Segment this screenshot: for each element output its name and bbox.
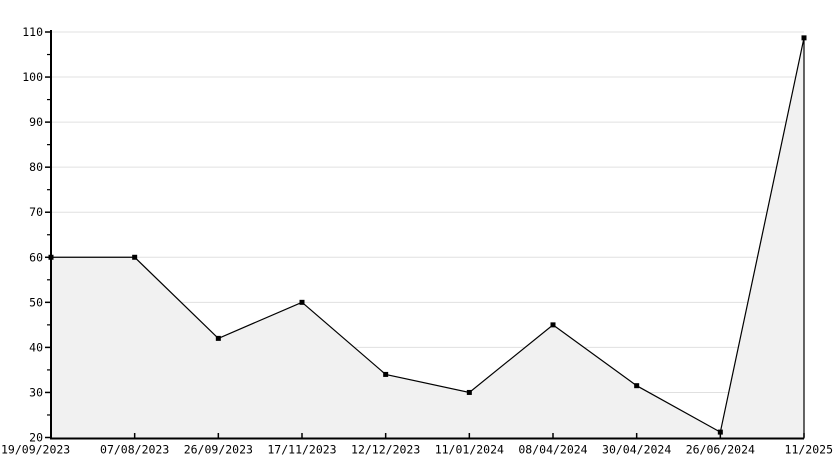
data-point-marker: [132, 254, 138, 260]
area-fill: [51, 37, 804, 438]
x-axis-label: 12/12/2023: [351, 443, 420, 457]
y-axis-label: 80: [29, 160, 43, 174]
data-point-marker: [383, 371, 389, 377]
y-axis-label: 100: [22, 70, 43, 84]
x-axis-label: 19/09/2023: [1, 443, 70, 457]
data-point-marker: [215, 335, 221, 341]
data-point-marker: [801, 35, 807, 41]
data-point-marker: [634, 383, 640, 389]
data-point-marker: [717, 429, 723, 435]
data-point-marker: [550, 322, 556, 328]
y-axis-label: 110: [22, 25, 43, 39]
y-axis-label: 30: [29, 385, 43, 399]
x-axis-label: 17/11/2023: [267, 443, 336, 457]
y-axis-label: 50: [29, 295, 43, 309]
y-axis-label: 20: [29, 431, 43, 445]
x-axis-label: 30/04/2024: [602, 443, 671, 457]
y-axis-label: 70: [29, 205, 43, 219]
y-axis-label: 40: [29, 340, 43, 354]
x-axis-label: 07/08/2023: [100, 443, 169, 457]
y-axis-label: 60: [29, 250, 43, 264]
x-axis-label: 11/01/2024: [435, 443, 504, 457]
x-axis-label: 26/06/2024: [686, 443, 755, 457]
x-axis-label: 11/2025: [785, 443, 833, 457]
x-axis-label: 26/09/2023: [184, 443, 253, 457]
data-point-marker: [466, 389, 472, 395]
data-point-marker: [299, 299, 305, 305]
y-axis-label: 90: [29, 115, 43, 129]
x-axis-label: 08/04/2024: [518, 443, 587, 457]
